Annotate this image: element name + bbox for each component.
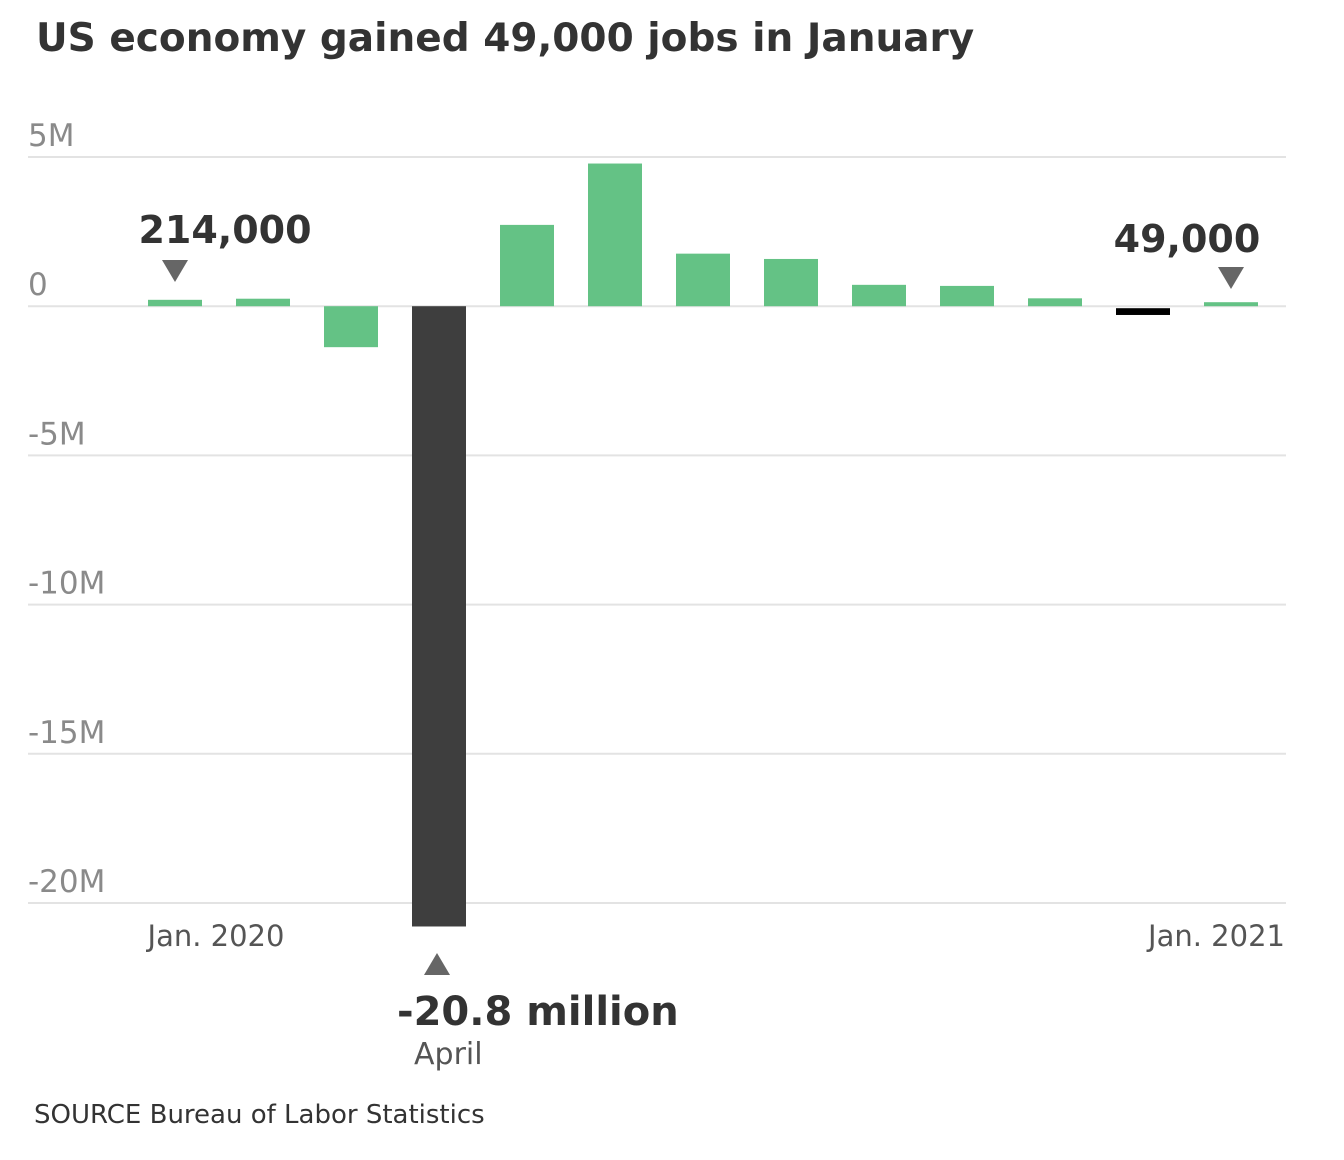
x-tick-label: Jan. 2021 — [1146, 919, 1285, 953]
y-tick-label: -5M — [28, 416, 86, 452]
bar — [148, 299, 202, 307]
bar — [1204, 302, 1258, 307]
bar — [324, 306, 378, 348]
x-axis-ticks: Jan. 2020 Jan. 2021 — [146, 919, 1285, 953]
bar — [1116, 308, 1170, 315]
bars — [148, 163, 1258, 927]
annotation-label: 49,000 — [1114, 217, 1261, 261]
bar — [764, 258, 818, 307]
annotation-arrow — [1218, 267, 1244, 289]
y-tick-label: -10M — [28, 566, 105, 602]
x-tick-label: Jan. 2020 — [146, 919, 285, 953]
y-tick-label: -15M — [28, 715, 105, 751]
bar — [412, 306, 466, 927]
gridlines — [28, 156, 1286, 904]
annotation-sublabel: April — [414, 1037, 483, 1072]
y-tick-label: -20M — [28, 864, 105, 900]
annotation-label: -20.8 million — [397, 989, 679, 1035]
annotation-label: 214,000 — [138, 208, 311, 252]
annotation-arrow — [424, 953, 450, 975]
bar — [236, 298, 290, 307]
bar — [940, 285, 994, 307]
y-tick-label: 0 — [28, 267, 48, 303]
bar — [588, 163, 642, 307]
bar — [500, 224, 554, 307]
y-tick-label: 5M — [28, 118, 74, 154]
y-axis-ticks: 5M 0 -5M -10M -15M -20M — [28, 118, 105, 900]
annotation-arrow — [162, 260, 188, 282]
bar — [1028, 298, 1082, 307]
bar — [852, 284, 906, 307]
source-note: SOURCE Bureau of Labor Statistics — [34, 1100, 485, 1130]
chart-title: US economy gained 49,000 jobs in January — [36, 16, 975, 61]
bar — [676, 253, 730, 307]
